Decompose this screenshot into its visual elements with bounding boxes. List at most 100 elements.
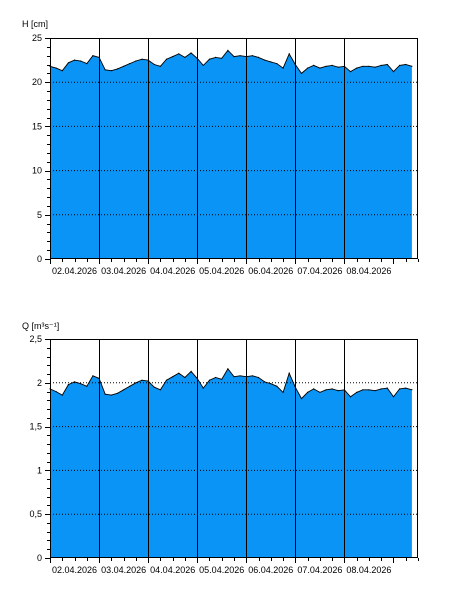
data-point [307, 391, 309, 393]
data-point [178, 53, 180, 55]
data-point [67, 62, 69, 64]
data-point [282, 67, 284, 69]
x-tick-label: 05.04.2026 [199, 565, 244, 575]
data-point [380, 64, 382, 66]
data-point [92, 375, 94, 377]
data-point [190, 52, 192, 54]
y-axis-label: H [cm] [22, 19, 48, 29]
series-line [49, 49, 413, 75]
data-point [172, 56, 174, 58]
data-point [362, 65, 364, 67]
data-point [411, 65, 413, 67]
y-tick-label: 10 [32, 166, 42, 176]
data-point [282, 391, 284, 393]
x-tick-label: 06.04.2026 [248, 565, 293, 575]
y-tick-label: 1,5 [29, 422, 42, 432]
y-tick-label: 15 [32, 121, 42, 131]
y-tick-label: 25 [32, 33, 42, 43]
data-point [239, 375, 241, 377]
data-point [135, 60, 137, 62]
data-point [399, 388, 401, 390]
data-point [374, 390, 376, 392]
data-point [141, 379, 143, 381]
water-level-chart: H [cm] 0 5 10 15 20 25 02.04.2026 03.04.2026 04.… [22, 19, 419, 276]
data-point [116, 68, 119, 70]
data-point [319, 67, 321, 69]
data-point [307, 67, 309, 69]
data-point [80, 383, 82, 385]
data-point [61, 70, 63, 72]
data-point [368, 389, 370, 391]
data-point [313, 64, 315, 66]
data-point [227, 49, 229, 52]
data-point [153, 386, 155, 388]
data-point [202, 64, 204, 66]
data-point [264, 381, 266, 383]
data-point [239, 55, 241, 57]
data-point [362, 389, 364, 391]
data-point [202, 387, 204, 389]
data-point [405, 63, 407, 66]
data-point [227, 368, 229, 370]
data-point [159, 65, 161, 67]
data-point [405, 387, 407, 389]
x-tick-label: 03.04.2026 [101, 266, 146, 276]
plot-frame [50, 38, 418, 259]
data-point [331, 388, 333, 390]
y-tick-label: 1 [37, 465, 42, 475]
data-point [67, 384, 69, 386]
y-tick-label: 0 [37, 553, 42, 563]
data-point [184, 56, 186, 59]
data-point [257, 56, 260, 59]
data-point [325, 389, 327, 391]
data-point [337, 66, 339, 68]
data-point [288, 53, 290, 55]
y-tick-label: 2 [37, 378, 42, 388]
data-point [215, 56, 217, 59]
x-tick-label: 02.04.2026 [52, 266, 97, 276]
x-tick-label: 04.04.2026 [150, 266, 195, 276]
data-point [141, 58, 143, 60]
data-point [356, 391, 358, 393]
data-point [104, 393, 106, 395]
data-point [270, 383, 272, 385]
data-point [165, 58, 168, 60]
data-point [208, 58, 211, 60]
data-point [172, 376, 174, 378]
data-point [116, 392, 119, 394]
data-point [221, 378, 223, 380]
data-point [153, 63, 155, 66]
data-point [386, 387, 388, 389]
data-point [208, 379, 211, 381]
x-tick-label: 07.04.2026 [297, 266, 342, 276]
x-tick-label: 08.04.2026 [346, 565, 391, 575]
y-tick-label: 5 [37, 210, 42, 220]
series-area [50, 368, 412, 558]
data-point [276, 385, 278, 387]
data-point [399, 64, 401, 66]
data-point [123, 65, 125, 67]
data-point [386, 63, 388, 66]
x-tick-label: 02.04.2026 [52, 565, 97, 575]
data-point [264, 59, 266, 61]
data-point [190, 370, 192, 372]
data-point [349, 71, 352, 73]
data-point [257, 376, 260, 379]
data-point [374, 66, 376, 68]
data-point [251, 55, 253, 57]
x-tick-label: 06.04.2026 [248, 266, 293, 276]
data-point [288, 372, 290, 374]
y-tick-label: 0 [37, 254, 42, 264]
data-point [123, 389, 125, 391]
data-point [61, 394, 63, 396]
series-area [50, 50, 412, 260]
data-point [325, 65, 327, 67]
data-point [233, 376, 235, 378]
y-axis-label: Q [m³s⁻¹] [22, 321, 59, 331]
data-point [55, 67, 57, 69]
data-point [337, 390, 339, 392]
data-point [300, 398, 303, 400]
x-tick-label: 04.04.2026 [150, 565, 195, 575]
data-point [233, 56, 235, 58]
